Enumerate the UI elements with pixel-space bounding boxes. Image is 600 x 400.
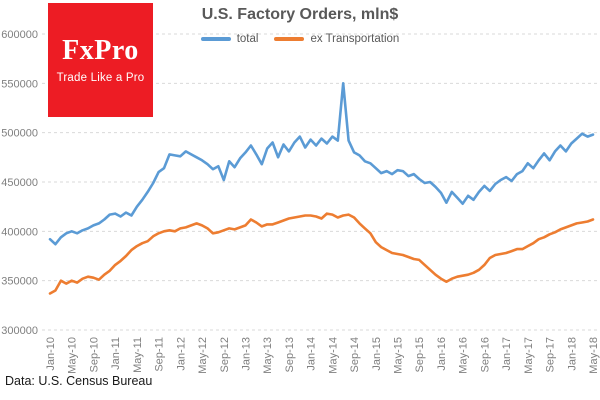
x-tick-label: Sep-15 [414, 337, 426, 372]
y-tick-label: 300000 [1, 325, 38, 337]
fxpro-tagline: Trade Like a Pro [56, 71, 145, 84]
x-tick-label: Sep-17 [545, 337, 557, 372]
x-tick-label: Sep-11 [154, 337, 166, 372]
total-line-swatch [200, 37, 231, 41]
legend-item-total: total [200, 33, 259, 45]
x-tick-label: Jan-18 [566, 337, 578, 371]
x-tick-label: Jan-11 [110, 337, 122, 370]
fxpro-wordmark: FxPro [62, 34, 139, 66]
x-tick-label: May-17 [523, 337, 535, 374]
data-source-caption: Data: U.S. Census Bureau [5, 374, 153, 388]
x-tick-label: May-15 [393, 337, 405, 374]
x-tick-label: May-14 [327, 337, 339, 374]
y-tick-label: 450000 [1, 177, 38, 189]
x-tick-label: May-18 [588, 337, 600, 374]
series-line-ex-transportation [48, 212, 595, 295]
x-tick-label: May-16 [458, 337, 470, 374]
chart-legend: total ex Transportation [0, 33, 600, 45]
y-tick-label: 350000 [1, 276, 38, 288]
x-tick-label: Sep-13 [284, 337, 296, 372]
chart-title: U.S. Factory Orders, mln$ [201, 6, 399, 23]
x-tick-label: Jan-10 [45, 337, 57, 371]
x-tick-label: Jan-16 [436, 337, 448, 371]
y-tick-label: 400000 [1, 226, 38, 238]
x-tick-label: May-11 [132, 337, 144, 373]
y-tick-label: 600000 [1, 29, 38, 41]
x-tick-label: Jan-12 [175, 337, 187, 371]
legend-label-ex-transportation: ex Transportation [310, 33, 400, 45]
x-tick-label: Sep-14 [349, 337, 361, 372]
ex-transportation-line-swatch [274, 37, 305, 41]
legend-item-ex-transportation: ex Transportation [274, 33, 399, 45]
y-tick-label: 500000 [1, 128, 38, 140]
x-tick-label: May-13 [262, 337, 274, 374]
x-tick-label: Jan-15 [371, 337, 383, 371]
x-tick-label: May-12 [197, 337, 209, 374]
x-tick-label: Jan-17 [501, 337, 513, 371]
x-tick-label: May-10 [67, 337, 79, 374]
x-tick-label: Sep-16 [479, 337, 491, 372]
legend-label-total: total [236, 33, 259, 45]
x-tick-label: Sep-12 [219, 337, 231, 372]
x-tick-label: Jan-14 [306, 337, 318, 371]
y-tick-label: 550000 [1, 78, 38, 90]
fxpro-logo: FxPro Trade Like a Pro [48, 3, 153, 117]
x-tick-label: Sep-10 [88, 337, 100, 372]
series-line-total [48, 82, 595, 246]
x-tick-label: Jan-13 [240, 337, 252, 371]
